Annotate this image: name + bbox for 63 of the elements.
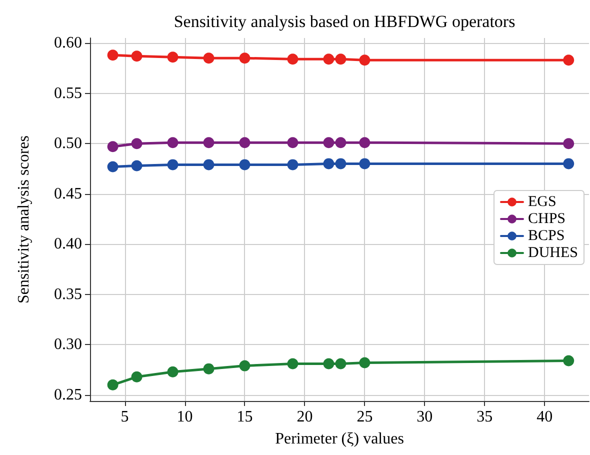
point xyxy=(323,137,334,148)
point xyxy=(563,138,574,150)
x-tick-label: 15 xyxy=(236,408,253,426)
x-tick-label: 10 xyxy=(176,408,193,426)
point xyxy=(131,138,142,150)
point xyxy=(287,159,298,170)
x-tick-label: 35 xyxy=(476,408,493,426)
x-tick-label: 5 xyxy=(120,408,129,426)
point xyxy=(239,159,250,170)
point xyxy=(323,158,334,170)
point xyxy=(131,371,142,382)
y-tick-label: 0.30 xyxy=(54,336,82,354)
point xyxy=(107,141,118,152)
point xyxy=(107,161,118,172)
x-tick-label: 25 xyxy=(356,408,373,426)
point xyxy=(239,360,250,372)
legend-label: EGS xyxy=(528,194,556,210)
x-axis-title: Perimeter (ξ) values xyxy=(275,430,404,448)
y-tick-label: 0.50 xyxy=(54,135,82,152)
point xyxy=(203,363,214,374)
point xyxy=(335,54,346,65)
legend-label: BCPS xyxy=(528,228,565,244)
point xyxy=(563,158,574,170)
point xyxy=(359,137,370,148)
point xyxy=(239,137,250,148)
y-tick-label: 0.55 xyxy=(54,84,82,102)
point xyxy=(167,137,178,148)
x-tick-label: 20 xyxy=(296,408,313,426)
point xyxy=(335,358,346,370)
point xyxy=(359,158,370,170)
point xyxy=(563,54,574,66)
point xyxy=(107,379,118,390)
point xyxy=(287,358,298,370)
point xyxy=(203,52,214,64)
point xyxy=(287,54,298,65)
y-axis-title: Sensitivity analysis scores xyxy=(16,136,32,304)
point xyxy=(167,366,178,378)
y-tick-label: 0.60 xyxy=(54,34,82,52)
point xyxy=(563,355,574,366)
x-tick-label: 30 xyxy=(416,408,433,426)
point xyxy=(131,160,142,172)
point xyxy=(359,54,370,66)
y-tick-label: 0.40 xyxy=(54,236,82,253)
legend-label: CHPS xyxy=(528,211,566,227)
point xyxy=(167,52,178,63)
point xyxy=(203,137,214,148)
y-tick-label: 0.35 xyxy=(54,286,82,303)
y-tick-label: 0.25 xyxy=(54,386,82,404)
point xyxy=(335,137,346,148)
point xyxy=(167,159,178,170)
point xyxy=(107,50,118,61)
y-tick-label: 0.45 xyxy=(54,185,82,202)
x-tick-label: 40 xyxy=(536,408,553,426)
point xyxy=(335,158,346,170)
point xyxy=(287,137,298,148)
legend-label: DUHES xyxy=(528,245,578,261)
point xyxy=(203,159,214,170)
point xyxy=(323,54,334,65)
chart-title: Sensitivity analysis based on HBFDWG operators xyxy=(174,12,516,31)
point xyxy=(239,52,250,64)
point xyxy=(131,50,142,62)
point xyxy=(359,357,370,368)
point xyxy=(323,358,334,370)
